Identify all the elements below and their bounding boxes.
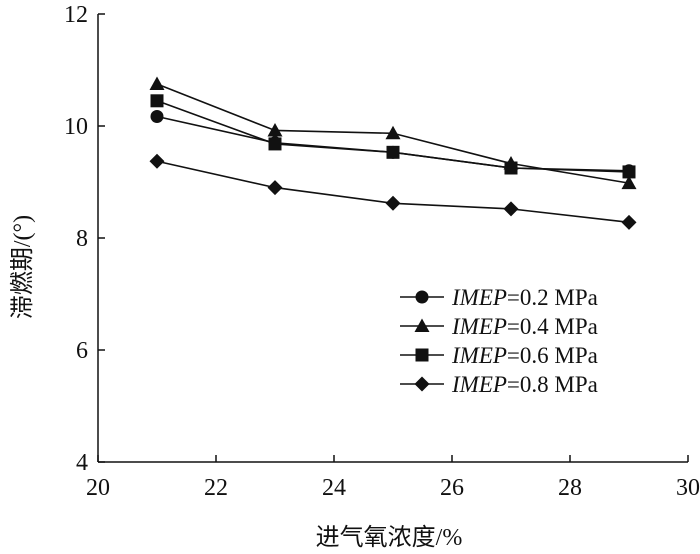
y-axis-ticks: 4 6 8 10 12 xyxy=(64,2,105,476)
data-point-circle xyxy=(415,290,429,304)
y-tick-label: 4 xyxy=(76,450,88,476)
x-tick-label: 30 xyxy=(676,475,700,501)
x-axis-ticks: 20 22 24 26 28 30 xyxy=(86,455,700,501)
y-tick-label: 8 xyxy=(76,226,88,252)
y-tick-label: 6 xyxy=(76,338,88,364)
series-4 xyxy=(149,153,637,230)
data-point-diamond xyxy=(267,180,283,196)
data-point-diamond xyxy=(149,153,165,169)
data-point-triangle xyxy=(621,175,637,190)
series-3 xyxy=(150,94,636,179)
series-1 xyxy=(150,109,636,178)
data-point-square xyxy=(150,94,164,108)
x-tick-label: 22 xyxy=(204,475,228,501)
series-layer xyxy=(149,76,637,230)
data-point-triangle xyxy=(149,76,165,90)
legend-label-variable: IMEP xyxy=(451,372,507,397)
legend-label-value: =0.6 MPa xyxy=(507,343,598,368)
x-tick-label: 26 xyxy=(440,475,464,501)
data-point-diamond xyxy=(385,195,401,211)
x-tick-label: 28 xyxy=(558,475,582,501)
legend-entry-3: IMEP=0.6 MPa xyxy=(400,343,598,368)
legend-label-value: =0.2 MPa xyxy=(507,285,598,310)
legend-entry-4: IMEP=0.8 MPa xyxy=(400,372,598,397)
y-axis-label: 滞燃期/(°) xyxy=(9,215,36,319)
y-tick-label: 10 xyxy=(64,114,88,140)
plot-area xyxy=(97,14,688,463)
x-tick-label: 20 xyxy=(86,475,110,501)
legend-entry-2: IMEP=0.4 MPa xyxy=(400,314,598,339)
legend-label: IMEP=0.6 MPa xyxy=(451,343,598,368)
data-point-triangle xyxy=(385,125,401,140)
series-line xyxy=(156,115,630,172)
legend-label-value: =0.8 MPa xyxy=(507,372,598,397)
data-point-circle xyxy=(150,109,164,123)
x-axis-label: 进气氧浓度/% xyxy=(316,524,463,551)
x-tick-label: 24 xyxy=(322,475,346,501)
series-line xyxy=(156,160,630,224)
data-point-triangle xyxy=(414,318,430,332)
legend-entry-1: IMEP=0.2 MPa xyxy=(400,285,598,310)
data-point-square xyxy=(268,137,282,151)
data-point-square xyxy=(386,145,400,159)
data-point-square xyxy=(415,348,429,362)
legend-label: IMEP=0.4 MPa xyxy=(451,314,598,339)
legend-label-value: =0.4 MPa xyxy=(507,314,598,339)
y-tick-label: 12 xyxy=(64,2,88,28)
data-point-square xyxy=(622,165,636,179)
legend-label: IMEP=0.2 MPa xyxy=(451,285,598,310)
legend-label-variable: IMEP xyxy=(451,285,507,310)
data-point-triangle xyxy=(267,122,283,137)
data-point-diamond xyxy=(503,201,519,217)
data-point-square xyxy=(504,161,518,175)
data-point-diamond xyxy=(414,376,430,392)
legend-label-variable: IMEP xyxy=(451,314,507,339)
legend-label: IMEP=0.8 MPa xyxy=(451,372,598,397)
data-point-diamond xyxy=(621,214,637,230)
legend-label-variable: IMEP xyxy=(451,343,507,368)
series-2 xyxy=(149,76,637,190)
